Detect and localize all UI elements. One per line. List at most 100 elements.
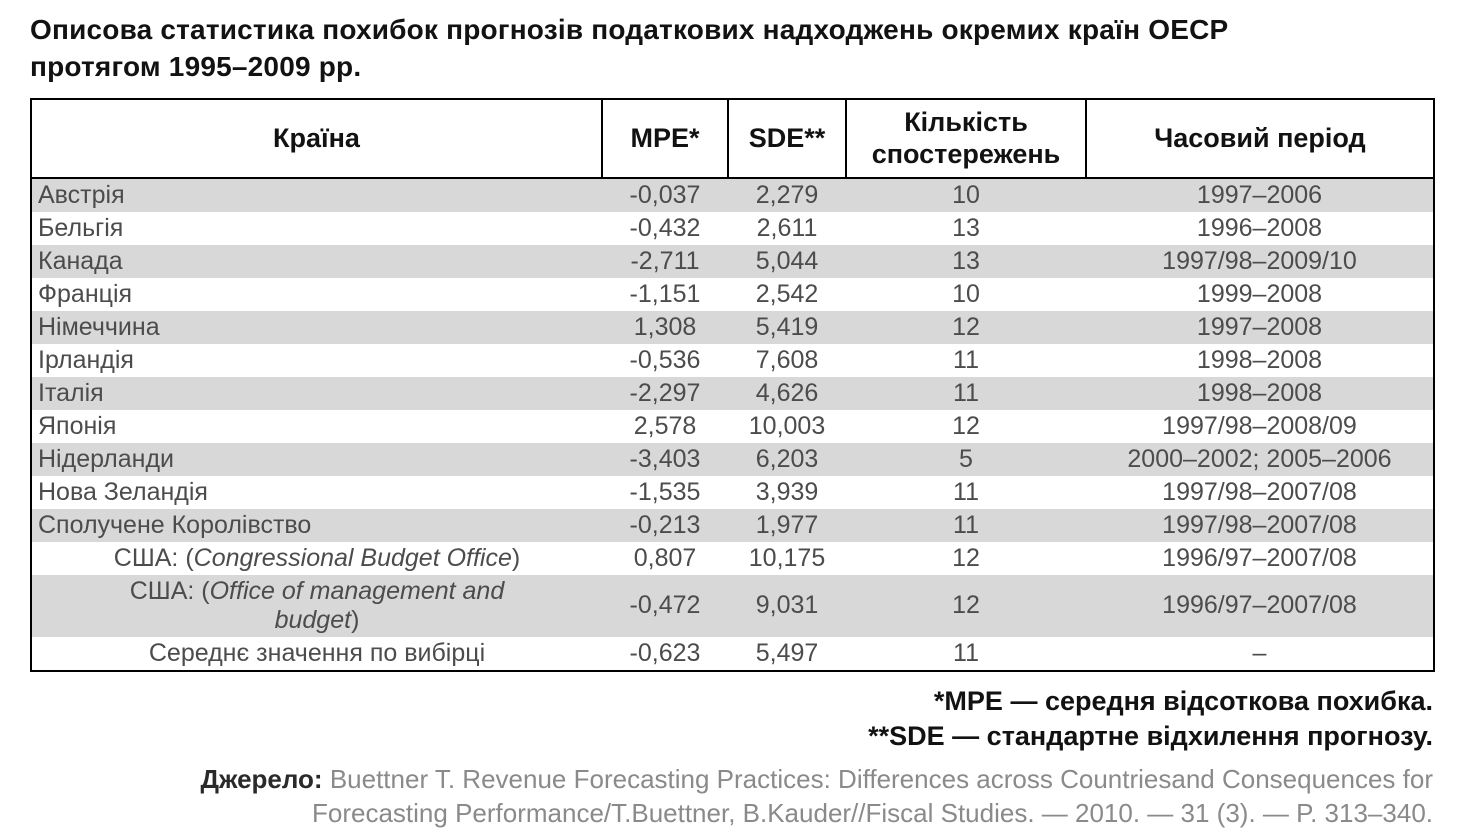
- cell-sde: 2,542: [755, 279, 819, 308]
- cell-sde: 3,939: [755, 477, 819, 506]
- statistics-table: Країна MPE* SDE** Кількість спостережень…: [30, 97, 1435, 672]
- cell-obs: 10: [952, 279, 980, 308]
- header-mpe: MPE*: [601, 97, 729, 179]
- table-row: Італія -2,297 4,626 11 1998–2008: [31, 376, 1434, 410]
- table-row: США: (Congressional Budget Office) 0,807 1…: [31, 542, 1434, 575]
- cell-country: Сполучене Королівство: [38, 510, 312, 539]
- cell-period: 1997–2006: [1196, 180, 1323, 209]
- title-line-2: протягом 1995–2009 рр.: [30, 50, 362, 82]
- cell-sde: 5,497: [755, 638, 819, 667]
- cell-obs: 12: [952, 591, 980, 620]
- cell-period: 1997/98–2007/08: [1162, 477, 1357, 506]
- cell-sde: 10,003: [748, 411, 826, 440]
- cell-period: 1997–2008: [1196, 312, 1323, 341]
- cell-obs: 12: [952, 543, 980, 572]
- cell-mpe: -3,403: [629, 444, 701, 473]
- cell-period: –: [1252, 638, 1267, 667]
- source-line-1: Джерело: Buettner T. Revenue Forecasting…: [30, 763, 1433, 797]
- header-period: Часовий період: [1085, 97, 1435, 179]
- cell-mpe: -2,297: [629, 378, 701, 407]
- source-line-2: Forecasting Performance/T.Buettner, B.Ka…: [312, 797, 1433, 828]
- cell-mpe: -2,711: [630, 246, 700, 275]
- cell-country: Ірландія: [38, 345, 134, 374]
- header-observations: Кількість спостережень: [845, 97, 1087, 179]
- cell-country: Австрія: [38, 180, 125, 209]
- cell-period: 1997/98–2008/09: [1162, 411, 1357, 440]
- cell-country: США: (Congressional Budget Office): [113, 543, 521, 572]
- cell-sde: 7,608: [755, 345, 819, 374]
- cell-mpe: -0,472: [629, 591, 701, 620]
- cell-obs: 5: [959, 444, 973, 473]
- cell-country: США: (Office of management and budget): [129, 576, 505, 634]
- cell-mpe: -0,213: [629, 510, 701, 539]
- header-sde: SDE**: [727, 97, 847, 179]
- cell-country: Італія: [38, 378, 104, 407]
- cell-mpe: -0,037: [629, 180, 701, 209]
- footnote-mpe: *MPE — середня відсоткова похибка.: [933, 685, 1433, 716]
- source-label: Джерело:: [200, 763, 323, 794]
- cell-country: Німеччина: [38, 312, 160, 341]
- cell-period: 1999–2008: [1196, 279, 1323, 308]
- header-row: Країна MPE* SDE** Кількість спостережень…: [30, 97, 1435, 179]
- table-row: Нова Зеландія -1,535 3,939 11 1997/98–2007/0…: [31, 476, 1434, 509]
- cell-period: 1996/97–2007/08: [1162, 543, 1357, 572]
- cell-country: Нідерланди: [38, 444, 174, 473]
- cell-country: Середнє значення по вибірці: [148, 638, 486, 667]
- page-title: Описова статистика похибок прогнозів под…: [30, 12, 1433, 86]
- cell-obs: 12: [952, 312, 980, 341]
- cell-country: Нова Зеландія: [38, 477, 208, 506]
- table-row: Бельгія -0,432 2,611 13 1996–2008: [31, 212, 1434, 245]
- cell-sde: 2,279: [755, 180, 819, 209]
- cell-country: Бельгія: [38, 213, 124, 242]
- cell-obs: 11: [953, 638, 979, 667]
- cell-sde: 1,977: [755, 510, 819, 539]
- table-header: Країна MPE* SDE** Кількість спостережень…: [30, 97, 1435, 179]
- cell-sde: 6,203: [755, 444, 819, 473]
- cell-obs: 13: [952, 246, 980, 275]
- footnote-sde: **SDE — стандартне відхилення прогнозу.: [868, 721, 1433, 752]
- cell-sde: 4,626: [755, 378, 819, 407]
- cell-period: 1998–2008: [1196, 378, 1323, 407]
- source-text-1: Buettner T. Revenue Forecasting Practice…: [322, 763, 1433, 794]
- table-row: Ірландія -0,536 7,608 11 1998–2008: [31, 344, 1434, 377]
- table-row: Австрія -0,037 2,279 10 1997–2006: [31, 177, 1434, 212]
- cell-country: Японія: [38, 411, 117, 440]
- header-country: Країна: [30, 97, 603, 179]
- table-row: Німеччина 1,308 5,419 12 1997–2008: [31, 310, 1434, 344]
- cell-sde: 9,031: [755, 591, 819, 620]
- table-row: Сполучене Королівство -0,213 1,977 11 1997/9…: [31, 508, 1434, 542]
- table-row: Канада -2,711 5,044 13 1997/98–2009/10: [31, 244, 1434, 278]
- footnotes: *MPE — середня відсоткова похибка. **SDE…: [30, 684, 1433, 755]
- cell-period: 1996/97–2007/08: [1162, 591, 1357, 620]
- cell-period: 1997/98–2009/10: [1162, 246, 1357, 275]
- cell-obs: 11: [953, 477, 979, 506]
- cell-country: Франція: [38, 279, 133, 308]
- cell-mpe: 2,578: [633, 411, 697, 440]
- cell-mpe: -0,623: [629, 638, 701, 667]
- table-row: Середнє значення по вибірці -0,623 5,497 11…: [31, 637, 1434, 671]
- table-body: Австрія -0,037 2,279 10 1997–2006 Бельгія -0,4…: [31, 177, 1434, 671]
- cell-period: 2000–2002; 2005–2006: [1127, 444, 1392, 473]
- cell-sde: 10,175: [748, 543, 826, 572]
- cell-mpe: 0,807: [633, 543, 697, 572]
- cell-sde: 2,611: [756, 213, 818, 242]
- cell-obs: 11: [953, 345, 979, 374]
- cell-obs: 11: [953, 378, 979, 407]
- cell-obs: 11: [953, 510, 979, 539]
- cell-mpe: -0,536: [629, 345, 701, 374]
- cell-mpe: 1,308: [633, 312, 697, 341]
- table-row: Франція -1,151 2,542 10 1999–2008: [31, 278, 1434, 311]
- cell-obs: 12: [952, 411, 980, 440]
- cell-sde: 5,044: [755, 246, 819, 275]
- cell-obs: 10: [952, 180, 980, 209]
- table-row: США: (Office of management and budget) -0,…: [31, 574, 1434, 637]
- cell-mpe: -0,432: [629, 213, 701, 242]
- cell-obs: 13: [952, 213, 980, 242]
- cell-period: 1998–2008: [1196, 345, 1323, 374]
- cell-period: 1996–2008: [1196, 213, 1323, 242]
- cell-period: 1997/98–2007/08: [1162, 510, 1357, 539]
- table-row: Нідерланди -3,403 6,203 5 2000–2002; 2005–20…: [31, 442, 1434, 476]
- table-row: Японія 2,578 10,003 12 1997/98–2008/09: [31, 410, 1434, 443]
- cell-mpe: -1,535: [629, 477, 701, 506]
